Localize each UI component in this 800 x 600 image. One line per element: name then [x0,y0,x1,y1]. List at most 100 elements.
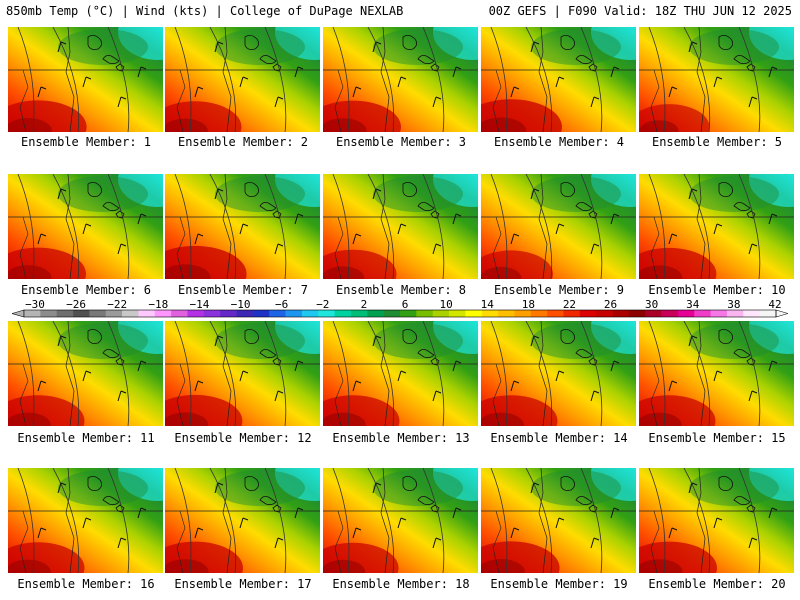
colorbar-swatch [105,310,123,317]
temperature-map [323,468,478,573]
colorbar-swatch [628,310,646,317]
ensemble-panel [323,468,478,573]
ensemble-panel [323,27,478,132]
ensemble-member-label: Ensemble Member: 12 [174,431,312,445]
colorbar-swatch [743,310,760,317]
colorbar-swatch [645,310,662,317]
temperature-map [639,321,794,426]
colorbar-tick-label: −18 [148,300,168,311]
ensemble-panel [323,321,478,426]
colorbar-tick-label: 30 [645,300,658,311]
colorbar-high-arrow [775,309,788,318]
colorbar-swatch [547,310,564,317]
ensemble-panel [481,27,636,132]
colorbar-swatch [612,310,630,317]
temperature-map [323,27,478,132]
ensemble-panel [165,27,320,132]
colorbar-tick-label: 10 [439,300,452,311]
temperature-map [639,27,794,132]
ensemble-member-label: Ensemble Member: 20 [648,577,786,591]
ensemble-member-label: Ensemble Member: 18 [332,577,470,591]
ensemble-member-label: Ensemble Member: 10 [648,283,786,297]
colorbar-tick-label: −14 [190,300,210,311]
colorbar-tick-label: 22 [563,300,576,311]
ensemble-panel [8,468,163,573]
temperature-map [481,468,636,573]
colorbar-swatch [236,310,254,317]
ensemble-panel [639,321,794,426]
colorbar-swatch [73,310,90,317]
map-title: 850mb Temp (°C) | Wind (kts) | College o… [6,4,404,18]
colorbar-swatch [481,310,499,317]
colorbar-tick-label: −22 [107,300,127,311]
temperature-map [8,174,163,279]
ensemble-member-label: Ensemble Member: 6 [20,283,152,297]
ensemble-member-label: Ensemble Member: 7 [177,283,309,297]
model-run-info: 00Z GEFS | F090 Valid: 18Z THU JUN 12 20… [488,4,792,18]
ensemble-member-label: Ensemble Member: 5 [651,135,783,149]
colorbar-swatch [710,310,728,317]
temperature-map [8,468,163,573]
colorbar-tick-label: 38 [727,300,740,311]
colorbar-swatch [285,310,303,317]
temperature-map [165,321,320,426]
ensemble-panel [165,174,320,279]
colorbar-tick-label: 18 [522,300,535,311]
temperature-map [323,321,478,426]
ensemble-member-label: Ensemble Member: 9 [493,283,625,297]
colorbar-swatch [350,310,368,317]
colorbar-swatch [530,310,548,317]
colorbar-swatch [154,310,172,317]
ensemble-panel [165,321,320,426]
colorbar-tick-label: −30 [25,300,45,311]
colorbar-swatch [40,310,57,317]
ensemble-member-label: Ensemble Member: 1 [20,135,152,149]
colorbar-swatch [694,310,711,317]
colorbar-tick-label: 26 [604,300,617,311]
ensemble-panel [8,174,163,279]
ensemble-member-label: Ensemble Member: 17 [174,577,312,591]
ensemble-member-label: Ensemble Member: 3 [335,135,467,149]
colorbar-swatch [171,310,188,317]
temperature-map [639,468,794,573]
ensemble-member-label: Ensemble Member: 14 [490,431,628,445]
colorbar-swatch [383,310,401,317]
ensemble-panel [639,468,794,573]
colorbar-swatch [498,310,515,317]
colorbar-outline [23,309,777,318]
temperature-colorbar: −30 −26 −22 −18 −14 −10 −6 −2 2 6 10 14 18 22 26 30 34 38… [12,300,788,318]
colorbar-swatch [563,310,581,317]
colorbar-swatch [449,310,466,317]
colorbar-swatch [301,310,319,317]
ensemble-member-label: Ensemble Member: 11 [17,431,155,445]
colorbar-swatch [220,310,237,317]
colorbar-swatch [318,310,335,317]
colorbar-swatch [367,310,384,317]
colorbar-tick-label: 6 [402,300,409,311]
colorbar-swatch [596,310,613,317]
temperature-map [165,27,320,132]
colorbar-tick-label: 2 [361,300,368,311]
colorbar-swatch [759,310,777,317]
ensemble-member-label: Ensemble Member: 8 [335,283,467,297]
ensemble-member-label: Ensemble Member: 16 [17,577,155,591]
colorbar-swatch [726,310,744,317]
ensemble-panel [8,321,163,426]
colorbar-swatch [89,310,107,317]
colorbar-swatch [416,310,433,317]
temperature-map [165,468,320,573]
colorbar-swatch [252,310,270,317]
colorbar-swatch [465,310,483,317]
ensemble-member-label: Ensemble Member: 15 [648,431,786,445]
colorbar-tick-label: 42 [768,300,781,311]
temperature-map [165,174,320,279]
colorbar-tick-label: 14 [481,300,495,311]
temperature-map [481,321,636,426]
ensemble-panel [8,27,163,132]
colorbar-swatch [334,310,352,317]
colorbar-swatch [677,310,695,317]
ensemble-member-label: Ensemble Member: 4 [493,135,625,149]
temperature-map [481,27,636,132]
colorbar-swatch [24,310,41,317]
colorbar-low-arrow [12,309,25,318]
